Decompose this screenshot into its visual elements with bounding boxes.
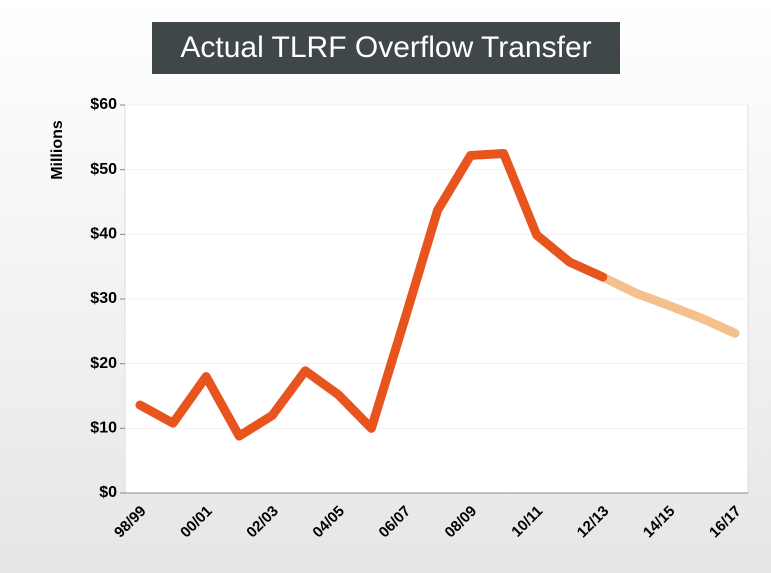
y-tick-label: $50: [90, 161, 117, 178]
title-box: [152, 22, 620, 74]
y-tick-label: $20: [90, 355, 117, 372]
y-tick-label: $0: [99, 484, 117, 501]
series-line: [598, 272, 740, 338]
y-tick-label: $40: [90, 226, 117, 243]
chart-title: Actual TLRF Overflow Transfer: [180, 31, 591, 64]
y-tick-label: $60: [90, 96, 117, 113]
series-line: [135, 149, 608, 441]
y-tick-label: $10: [90, 420, 117, 437]
y-tick-label: $30: [90, 290, 117, 307]
y-axis-label: Millions: [49, 120, 66, 180]
